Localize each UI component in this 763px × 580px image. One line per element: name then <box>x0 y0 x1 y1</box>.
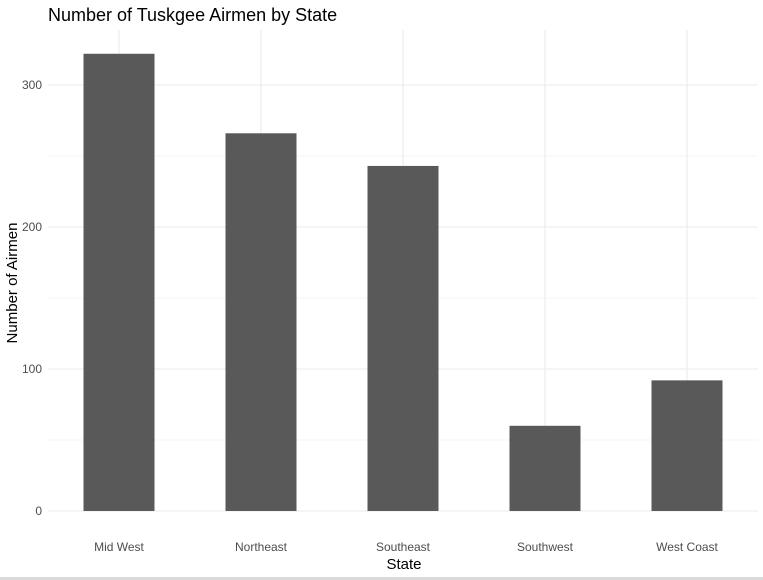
x-tick-label: Mid West <box>94 540 144 554</box>
bars <box>83 53 723 511</box>
x-axis-title: State <box>386 556 421 573</box>
x-axis-tick-labels: Mid West Northeast Southeast Southwest West … <box>94 540 718 554</box>
y-tick-label: 100 <box>22 362 42 376</box>
chart-title: Number of Tuskgee Airmen by State <box>48 5 337 25</box>
bottom-border <box>0 577 763 580</box>
y-axis-title: Number of Airmen <box>4 223 21 344</box>
bar-west-coast <box>651 380 723 511</box>
x-tick-label: West Coast <box>656 540 718 554</box>
x-tick-label: Southeast <box>376 540 431 554</box>
x-tick-label: Southwest <box>517 540 574 554</box>
bar-northeast <box>225 133 297 511</box>
bar-mid-west <box>83 53 155 511</box>
y-axis-tick-labels: 0 100 200 300 <box>22 78 42 518</box>
x-tick-label: Northeast <box>235 540 288 554</box>
y-tick-label: 0 <box>35 504 42 518</box>
bar-southeast <box>367 165 439 511</box>
bar-southwest <box>509 425 581 511</box>
y-tick-label: 300 <box>22 78 42 92</box>
y-tick-label: 200 <box>22 220 42 234</box>
